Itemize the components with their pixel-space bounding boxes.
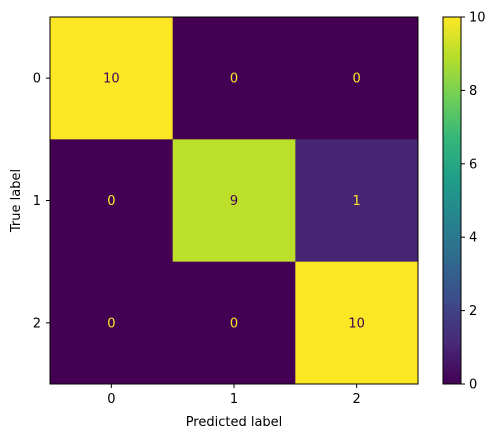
x-axis-ticks: 0 1 2 — [107, 384, 361, 407]
colorbar-tick-label: 0 — [469, 378, 477, 393]
cell-value-label: 0 — [107, 194, 115, 209]
cell-value-label: 10 — [103, 72, 120, 87]
colorbar-gradient — [442, 16, 462, 385]
y-tick-label: 1 — [33, 194, 41, 209]
y-tick-label: 0 — [33, 72, 41, 87]
colorbar-tick-label: 4 — [469, 231, 477, 246]
colorbar-ticks: 0 2 4 6 8 10 — [461, 11, 486, 393]
colorbar-tick-label: 2 — [469, 304, 477, 319]
colorbar-tick-label: 8 — [469, 84, 477, 99]
colorbar-tick-label: 6 — [469, 157, 477, 172]
heatmap-cell — [172, 261, 296, 385]
x-tick-label: 2 — [353, 392, 361, 407]
colorbar-tick-label: 10 — [469, 11, 486, 26]
y-axis-ticks: 0 1 2 — [33, 72, 50, 331]
x-tick-label: 1 — [230, 392, 238, 407]
colorbar: 0 2 4 6 8 10 — [442, 11, 486, 393]
cell-value-label: 1 — [353, 194, 361, 209]
cell-value-label: 0 — [353, 72, 361, 87]
y-axis-label: True label — [9, 169, 24, 233]
heatmap-cell — [295, 139, 419, 263]
y-tick-label: 2 — [33, 316, 41, 331]
heatmap-cells: 10 0 00 9 10 0 10 — [50, 17, 419, 385]
x-axis-label: Predicted label — [186, 415, 283, 430]
heatmap-cell — [172, 139, 296, 263]
cell-value-label: 0 — [230, 316, 238, 331]
cell-value-label: 0 — [107, 316, 115, 331]
heatmap-cell — [295, 17, 419, 140]
cell-value-label: 9 — [230, 194, 238, 209]
cell-value-label: 10 — [348, 316, 365, 331]
heatmap-cell — [50, 139, 174, 263]
cell-value-label: 0 — [230, 72, 238, 87]
heatmap-cell — [172, 17, 296, 140]
heatmap-cell — [50, 261, 174, 385]
heatmap-cell — [295, 261, 419, 385]
heatmap-cell — [50, 17, 174, 140]
x-tick-label: 0 — [107, 392, 115, 407]
